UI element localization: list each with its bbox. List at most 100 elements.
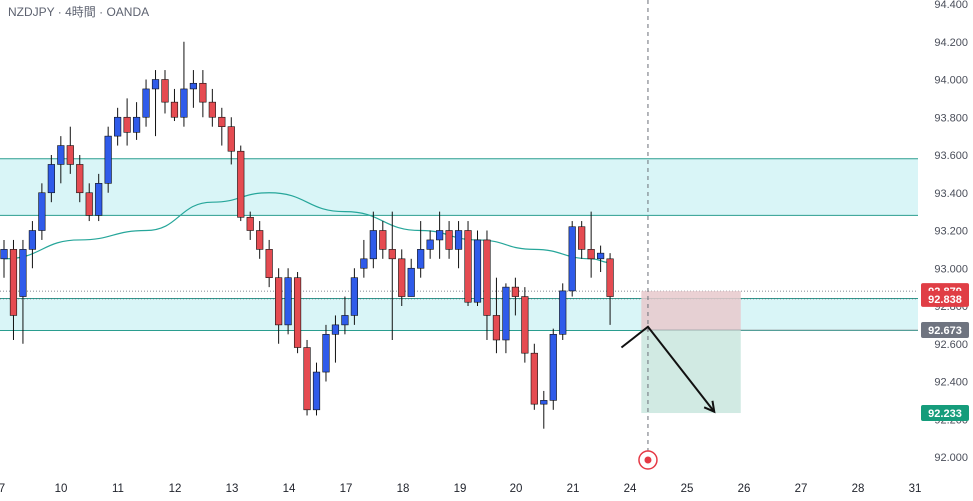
candle-body: [57, 145, 65, 165]
candle: [303, 339, 311, 416]
price-badge-label: 92.838: [928, 294, 962, 306]
candle: [66, 126, 74, 174]
candle: [360, 239, 368, 278]
candle: [293, 272, 302, 354]
forecast-arrowhead: [703, 400, 716, 414]
candle-body: [559, 290, 567, 335]
candle: [322, 324, 330, 382]
candle-body: [227, 126, 235, 152]
candle: [511, 277, 519, 316]
price-badge: 92.233: [921, 405, 969, 422]
candle-body: [208, 101, 216, 118]
candle-body: [549, 334, 557, 401]
x-axis-tick-label: 10: [55, 483, 68, 495]
candle: [407, 258, 415, 297]
candle: [578, 221, 586, 259]
candle: [199, 70, 207, 118]
candle-body: [398, 258, 406, 297]
candle: [331, 315, 340, 363]
candle: [85, 183, 93, 222]
candle: [417, 221, 425, 278]
candle-body: [123, 116, 131, 133]
candle-body: [19, 249, 27, 297]
candle-body: [293, 277, 302, 348]
candle-body: [0, 249, 8, 260]
x-axis-tick-label: 14: [283, 483, 296, 495]
candle: [369, 211, 377, 269]
x-axis-tick-label: 20: [510, 483, 523, 495]
candle-body: [151, 79, 160, 90]
candle: [540, 390, 548, 429]
candle-body: [540, 400, 548, 405]
candle: [502, 283, 510, 354]
candle-body: [568, 226, 576, 292]
candle-body: [114, 116, 122, 137]
candle: [445, 221, 453, 259]
candle: [275, 268, 283, 344]
candle-body: [161, 79, 169, 103]
candle: [379, 221, 387, 259]
candle: [597, 245, 605, 273]
candle-body: [180, 88, 188, 118]
forecast-arrow: [620, 325, 716, 413]
candle: [104, 126, 112, 193]
candle-body: [606, 258, 614, 297]
candle: [180, 41, 188, 127]
candle-body: [132, 116, 141, 133]
candle: [284, 268, 292, 335]
candle-body: [379, 230, 387, 250]
x-axis-tick-label: 26: [738, 483, 751, 495]
x-axis-tick-label: 7: [0, 483, 5, 495]
candle-body: [142, 88, 150, 118]
candle-body: [473, 239, 482, 303]
candle-body: [199, 82, 207, 103]
x-axis-tick-label: 28: [852, 483, 865, 495]
candle-body: [597, 252, 605, 260]
price-badge: 92.838: [921, 290, 969, 307]
candle: [237, 145, 245, 222]
candle-body: [350, 277, 358, 316]
stop-loss-zone: [641, 291, 741, 330]
candle: [256, 221, 264, 259]
moving-average-line: [3, 192, 611, 264]
candle: [95, 173, 103, 222]
candle-body: [76, 164, 84, 194]
candle: [38, 183, 46, 240]
candle: [227, 117, 235, 165]
candle-body: [492, 315, 501, 341]
y-axis-tick-label: 93.600: [934, 150, 968, 162]
y-axis-tick-label: 92.600: [934, 339, 968, 351]
price-badge-bg: [921, 405, 969, 422]
candle-body: [388, 249, 396, 260]
y-axis-tick-label: 93.800: [934, 112, 968, 124]
candle: [151, 70, 160, 137]
candle: [9, 239, 18, 340]
candle: [28, 221, 37, 269]
candle-body: [369, 230, 377, 260]
candle: [388, 211, 396, 340]
candle: [123, 98, 131, 146]
candle: [142, 79, 150, 127]
candle: [350, 268, 358, 325]
candle-body: [284, 277, 292, 326]
candle-body: [587, 249, 595, 260]
y-axis-tick-label: 93.400: [934, 188, 968, 200]
x-axis-tick-label: 13: [226, 483, 239, 495]
candle-body: [360, 258, 368, 269]
candle-body: [341, 315, 349, 326]
candle-body: [38, 192, 46, 231]
candle-body: [246, 216, 254, 231]
y-axis-tick-label: 93.000: [934, 263, 968, 275]
x-axis-tick-label: 31: [909, 483, 922, 495]
candle-body: [530, 352, 538, 405]
x-axis-tick-label: 12: [169, 483, 182, 495]
x-axis-tick-label: 11: [112, 483, 124, 495]
candle-body: [331, 324, 340, 335]
zone-box: [0, 158, 918, 216]
candle: [189, 70, 198, 108]
price-badge-bg: [921, 321, 969, 338]
y-axis-tick-label: 94.200: [934, 37, 968, 49]
candle-body: [47, 164, 55, 194]
candle-body: [578, 226, 586, 250]
